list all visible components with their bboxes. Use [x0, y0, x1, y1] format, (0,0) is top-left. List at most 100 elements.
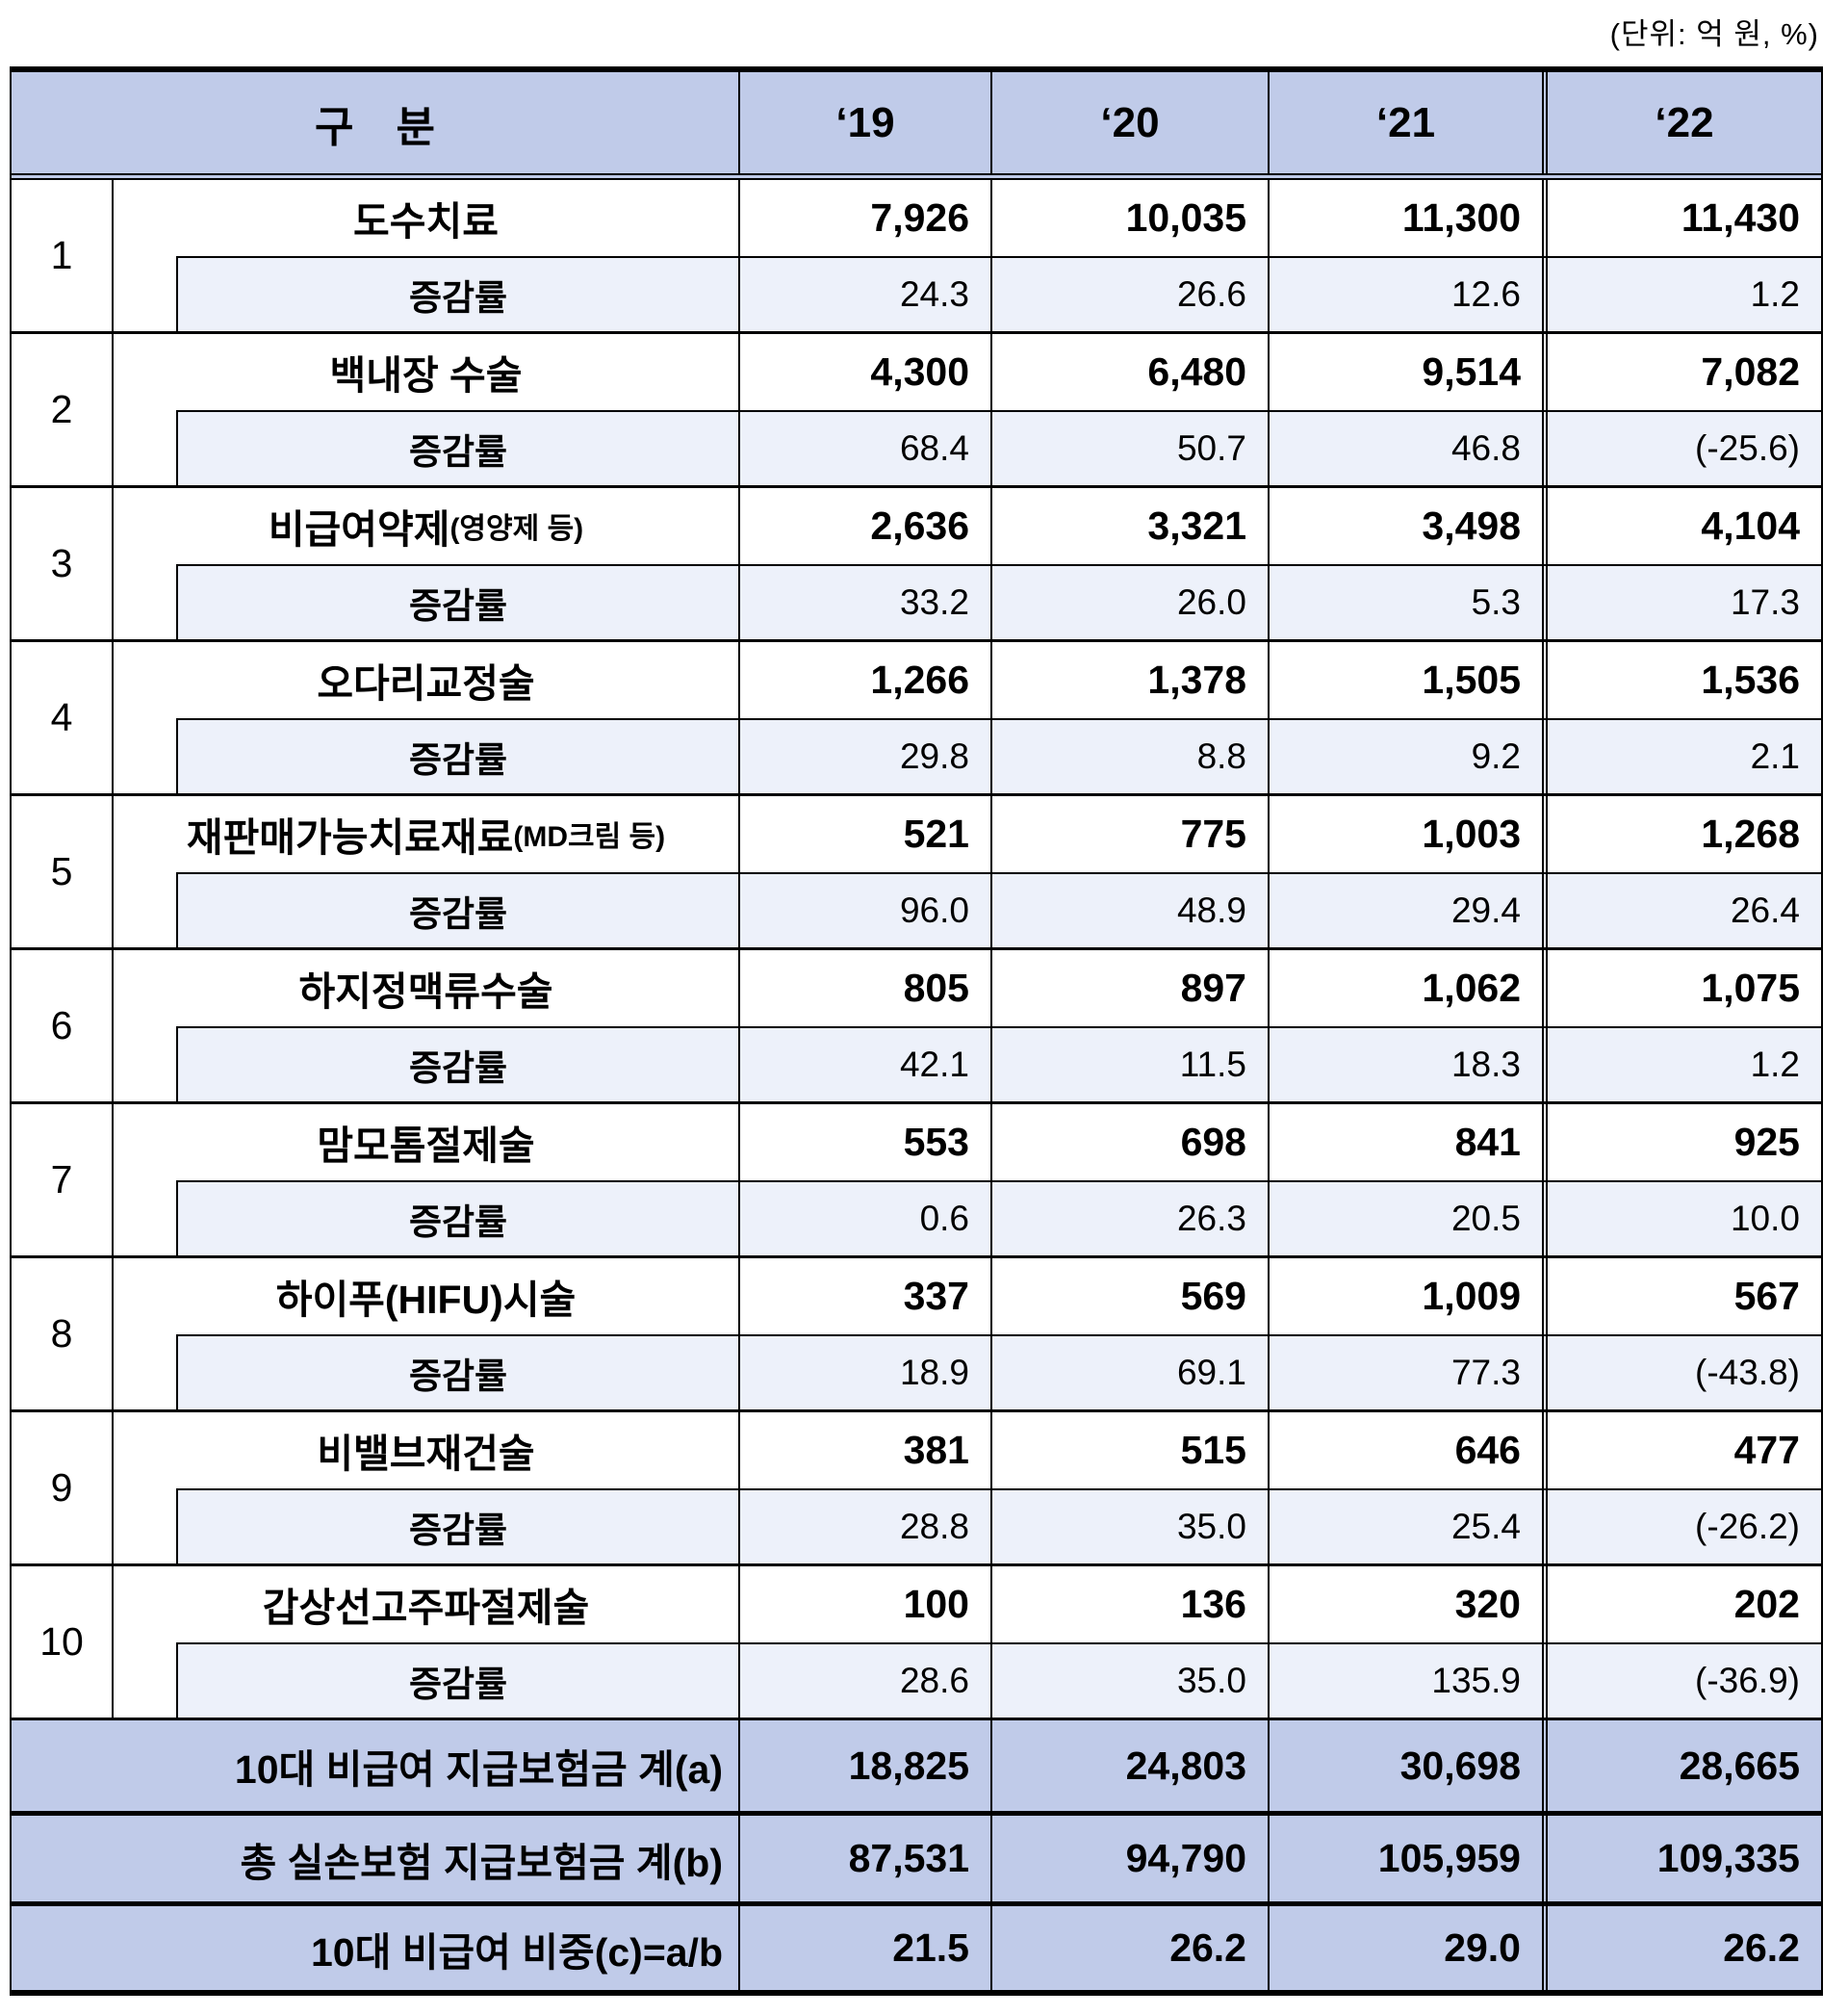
- growth-cell: 46.8: [1268, 411, 1542, 485]
- summary-value-cell: 94,790: [990, 1816, 1268, 1901]
- growth-label: 증감률: [408, 277, 508, 318]
- category-row: 하지정맥류수술 805 897 1,062 1,075: [114, 950, 1821, 1026]
- category-name-text: 재판매가능치료재료: [186, 815, 514, 861]
- growth-cell: 77.3: [1268, 1335, 1542, 1409]
- growth-cell: 5.3: [1268, 565, 1542, 639]
- data-table: 구 분 ‘19 ‘20 ‘21 ‘22 1 도수치료 7,926 10,035 11,3…: [10, 66, 1823, 1996]
- amount-cell: 477: [1542, 1412, 1821, 1488]
- category-name-text: 오다리교정술: [317, 661, 535, 707]
- amount-cell: 569: [990, 1258, 1268, 1334]
- growth-group: 증감률 28.8 35.0 25.4 (-26.2): [176, 1487, 1821, 1563]
- growth-row: 증감률 18.9 69.1 77.3 (-43.8): [114, 1333, 1821, 1409]
- growth-label: 증감률: [408, 1201, 508, 1242]
- item-block: 10 갑상선고주파절제술 100 136 320 202 증감률 28.6 35.0 135.9(…: [12, 1566, 1821, 1720]
- category-name: 재판매가능치료재료 (MD크림 등): [114, 796, 738, 872]
- category-name: 하이푸(HIFU)시술: [114, 1258, 738, 1334]
- growth-cell: 26.3: [990, 1181, 1268, 1255]
- amount-cell: 337: [738, 1258, 990, 1334]
- growth-label: 증감률: [408, 739, 508, 780]
- row-number: 10: [12, 1566, 114, 1718]
- growth-group: 증감률 96.0 48.9 29.4 26.4: [176, 871, 1821, 947]
- growth-cell: 35.0: [990, 1643, 1268, 1718]
- growth-cell: 26.4: [1542, 873, 1821, 947]
- item-block-main: 하이푸(HIFU)시술 337 569 1,009 567 증감률 18.9 69.1 77.3…: [114, 1258, 1821, 1409]
- growth-cell: 69.1: [990, 1335, 1268, 1409]
- header-year-19: ‘19: [738, 72, 990, 173]
- amount-cell: 2,636: [738, 488, 990, 564]
- amount-cell: 3,321: [990, 488, 1268, 564]
- summary-label: 총 실손보험 지급보험금 계(b): [240, 1840, 723, 1885]
- amount-cell: 1,075: [1542, 950, 1821, 1026]
- item-block: 8 하이푸(HIFU)시술 337 569 1,009 567 증감률 18.9 69.1 77.…: [12, 1258, 1821, 1412]
- item-block-main: 비급여약제 (영양제 등) 2,636 3,321 3,498 4,104 증감률 33.2 2…: [114, 488, 1821, 639]
- item-block-main: 맘모톰절제술 553 698 841 925 증감률 0.6 26.3 20.5 10.0: [114, 1104, 1821, 1255]
- item-block-main: 도수치료 7,926 10,035 11,300 11,430 증감률 24.3 26.6 12…: [114, 180, 1821, 331]
- summary-value-cell: 105,959: [1268, 1816, 1542, 1901]
- amount-cell: 9,514: [1268, 334, 1542, 410]
- growth-indent: [114, 718, 176, 794]
- growth-cell: (-36.9): [1542, 1643, 1821, 1718]
- growth-cell: (-43.8): [1542, 1335, 1821, 1409]
- category-row: 오다리교정술 1,266 1,378 1,505 1,536: [114, 642, 1821, 718]
- category-row: 비밸브재건술 381 515 646 477: [114, 1412, 1821, 1488]
- item-block: 2 백내장 수술 4,300 6,480 9,514 7,082 증감률 68.4 50.7 46…: [12, 334, 1821, 488]
- growth-row: 증감률 96.0 48.9 29.4 26.4: [114, 871, 1821, 947]
- amount-cell: 841: [1268, 1104, 1542, 1180]
- category-name: 맘모톰절제술: [114, 1104, 738, 1180]
- category-name: 갑상선고주파절제술: [114, 1566, 738, 1642]
- amount-cell: 100: [738, 1566, 990, 1642]
- amount-cell: 1,266: [738, 642, 990, 718]
- row-number: 8: [12, 1258, 114, 1409]
- row-number: 9: [12, 1412, 114, 1563]
- category-name-text: 도수치료: [353, 199, 499, 245]
- amount-cell: 320: [1268, 1566, 1542, 1642]
- category-name-text: 비밸브재건술: [317, 1432, 535, 1477]
- growth-label: 증감률: [408, 1510, 508, 1550]
- summary-value-cell: 26.2: [990, 1906, 1268, 1990]
- growth-cell: 9.2: [1268, 719, 1542, 793]
- item-block-main: 오다리교정술 1,266 1,378 1,505 1,536 증감률 29.8 8.8 9.2 2…: [114, 642, 1821, 793]
- item-block-main: 갑상선고주파절제술 100 136 320 202 증감률 28.6 35.0 135.9 (-3…: [114, 1566, 1821, 1718]
- category-name-text: 맘모톰절제술: [317, 1124, 535, 1169]
- category-name: 백내장 수술: [114, 334, 738, 410]
- growth-cell: 8.8: [990, 719, 1268, 793]
- growth-indent: [114, 1180, 176, 1256]
- header-year-22: ‘22: [1542, 72, 1821, 173]
- growth-cell: 26.6: [990, 257, 1268, 331]
- summary-value-cell: 30,698: [1268, 1720, 1542, 1811]
- category-name-text: 비급여약제: [268, 507, 450, 553]
- amount-cell: 775: [990, 796, 1268, 872]
- category-row: 비급여약제 (영양제 등) 2,636 3,321 3,498 4,104: [114, 488, 1821, 564]
- growth-label: 증감률: [408, 431, 508, 472]
- amount-cell: 1,062: [1268, 950, 1542, 1026]
- summary-label: 10대 비급여 비중(c)=a/b: [311, 1929, 723, 1975]
- growth-cell: (-25.6): [1542, 411, 1821, 485]
- amount-cell: 925: [1542, 1104, 1821, 1180]
- growth-indent: [114, 1642, 176, 1718]
- amount-cell: 646: [1268, 1412, 1542, 1488]
- row-number: 3: [12, 488, 114, 639]
- growth-group: 증감률 29.8 8.8 9.2 2.1: [176, 717, 1821, 793]
- growth-group: 증감률 42.1 11.5 18.3 1.2: [176, 1025, 1821, 1101]
- growth-cell: 1.2: [1542, 1027, 1821, 1101]
- amount-cell: 7,082: [1542, 334, 1821, 410]
- growth-cell: 2.1: [1542, 719, 1821, 793]
- category-name: 도수치료: [114, 180, 738, 256]
- item-block-main: 비밸브재건술 381 515 646 477 증감률 28.8 35.0 25.4 (-26.2): [114, 1412, 1821, 1563]
- category-row: 갑상선고주파절제술 100 136 320 202: [114, 1566, 1821, 1642]
- category-name: 비급여약제 (영양제 등): [114, 488, 738, 564]
- category-row: 맘모톰절제술 553 698 841 925: [114, 1104, 1821, 1180]
- amount-cell: 1,009: [1268, 1258, 1542, 1334]
- category-row: 백내장 수술 4,300 6,480 9,514 7,082: [114, 334, 1821, 410]
- summary-value-cell: 109,335: [1542, 1816, 1821, 1901]
- unit-label: (단위: 억 원, %): [1609, 17, 1819, 51]
- row-number: 7: [12, 1104, 114, 1255]
- growth-group: 증감률 0.6 26.3 20.5 10.0: [176, 1179, 1821, 1255]
- summary-label: 10대 비급여 지급보험금 계(a): [234, 1747, 723, 1792]
- growth-cell: 1.2: [1542, 257, 1821, 331]
- summary-value-cell: 21.5: [738, 1906, 990, 1990]
- amount-cell: 11,300: [1268, 180, 1542, 256]
- amount-cell: 1,268: [1542, 796, 1821, 872]
- growth-cell: 11.5: [990, 1027, 1268, 1101]
- category-name: 오다리교정술: [114, 642, 738, 718]
